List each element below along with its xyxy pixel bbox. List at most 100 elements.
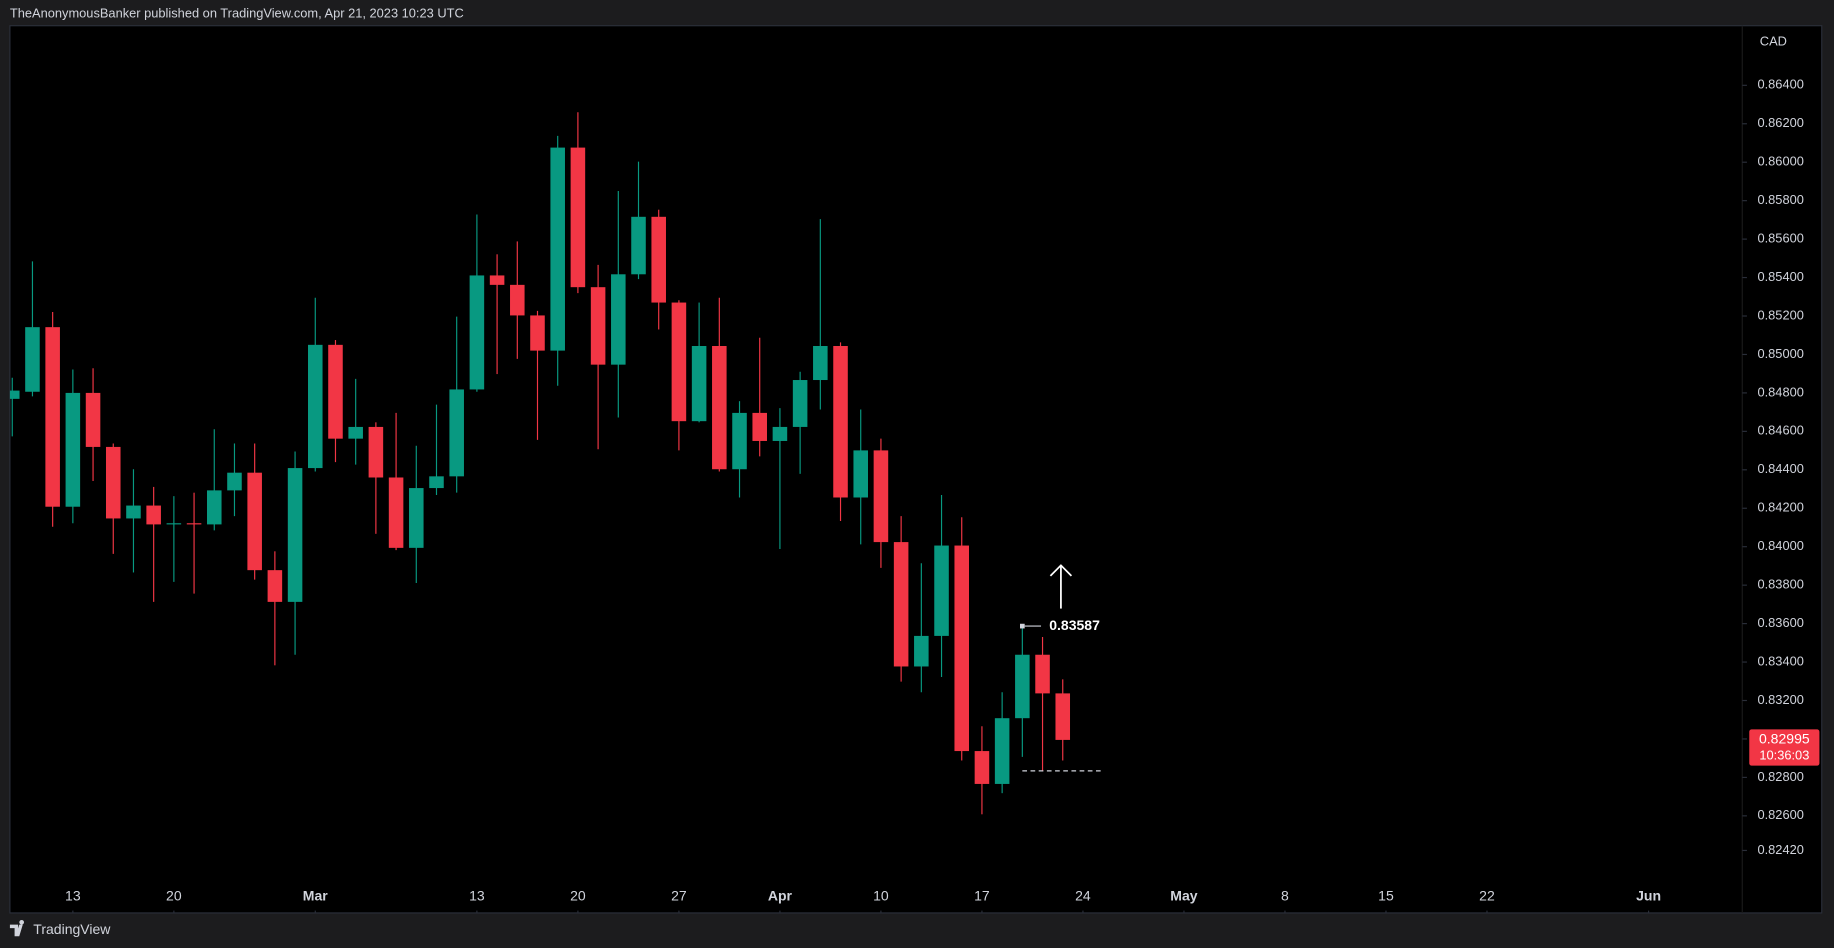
- x-tick-label: 22: [1479, 887, 1495, 903]
- y-tick-label: 0.85600: [1757, 231, 1803, 246]
- candle-body: [914, 635, 929, 667]
- x-tick-label: 13: [469, 887, 485, 903]
- y-tick-label: 0.84200: [1757, 500, 1803, 515]
- y-tick-label: 0.86200: [1757, 115, 1803, 130]
- candle-body: [873, 450, 889, 543]
- candle-body: [651, 216, 666, 303]
- candle-body: [813, 345, 828, 381]
- y-tick-label: 0.84800: [1757, 384, 1803, 399]
- candle-body: [893, 542, 909, 667]
- candle-body: [328, 344, 343, 439]
- candle-body: [65, 392, 81, 507]
- candle-body: [833, 345, 848, 498]
- candle-body: [105, 446, 121, 519]
- candle-body: [348, 426, 363, 439]
- y-tick-label: 0.83200: [1757, 692, 1803, 707]
- y-tick-label: 0.85000: [1757, 346, 1803, 361]
- footer-brand: TradingView: [33, 921, 111, 937]
- last-price-label: 0.82995: [1759, 731, 1810, 747]
- candle-body: [469, 275, 485, 390]
- plot-area: [9, 112, 1102, 815]
- candle-body: [712, 345, 727, 470]
- candle-body: [853, 450, 868, 498]
- last-price-tag: [1749, 729, 1820, 766]
- arrow-head: [1049, 564, 1073, 577]
- footer-logo: [9, 919, 24, 937]
- candle-body: [974, 751, 990, 784]
- candle-body: [85, 392, 101, 447]
- x-tick-label: 27: [671, 887, 687, 903]
- candle-body: [590, 287, 606, 365]
- y-tick-label: 0.86400: [1757, 77, 1803, 92]
- candle-body: [368, 426, 384, 478]
- y-tick-label: 0.84600: [1757, 423, 1803, 438]
- candle-body: [206, 490, 222, 525]
- candle-body: [287, 468, 303, 602]
- candle-body: [570, 147, 586, 288]
- x-tick-label: Apr: [768, 887, 793, 903]
- y-tick-label: 0.82600: [1757, 807, 1803, 822]
- candle-body: [994, 718, 1010, 784]
- y-tick-label: 0.82800: [1757, 769, 1803, 784]
- candle-body: [550, 147, 565, 351]
- chart-pane: [9, 25, 1823, 914]
- y-tick-label: 0.85800: [1757, 192, 1803, 207]
- candle-body: [732, 412, 747, 470]
- candle-body: [429, 476, 444, 489]
- currency-label: CAD: [1760, 33, 1787, 48]
- x-tick-label: 10: [873, 887, 889, 903]
- y-tick-label: 0.83600: [1757, 615, 1803, 630]
- annotation-label: 0.83587: [1049, 617, 1100, 633]
- candle-body: [247, 472, 262, 571]
- candle-body: [308, 344, 323, 469]
- candle-body: [691, 345, 707, 422]
- candle-body: [227, 472, 242, 491]
- candle-body: [489, 275, 505, 285]
- candle-body: [25, 327, 40, 392]
- candle-body: [126, 505, 141, 519]
- candle-body: [752, 412, 767, 441]
- candle-body: [449, 389, 464, 477]
- x-tick-label: Jun: [1636, 887, 1661, 903]
- y-tick-label: 0.83400: [1757, 653, 1803, 668]
- x-tick-label: 13: [65, 887, 81, 903]
- candle-body: [388, 477, 404, 548]
- candle-body: [45, 327, 60, 507]
- y-tick-label: 0.83800: [1757, 577, 1803, 592]
- candle-body: [671, 302, 687, 422]
- x-tick-label: 24: [1075, 887, 1091, 903]
- candle-body: [792, 380, 808, 427]
- x-tick-label: May: [1170, 887, 1197, 903]
- header: TheAnonymousBanker published on TradingV…: [10, 5, 464, 20]
- x-tick-label: 20: [166, 887, 182, 903]
- candle-body: [1035, 654, 1050, 694]
- candle-body: [510, 284, 525, 316]
- y-tick-label: 0.84400: [1757, 461, 1803, 476]
- x-tick-label: 20: [570, 887, 586, 903]
- candle-body: [409, 488, 424, 548]
- annotation-marker: [1020, 623, 1025, 629]
- y-tick-label: 0.85400: [1757, 269, 1803, 284]
- candle-body: [1055, 693, 1071, 740]
- candle-body: [166, 523, 182, 525]
- x-tick-label: 17: [974, 887, 990, 903]
- candle-body: [186, 523, 202, 525]
- candle-body: [146, 505, 161, 525]
- countdown-label: 10:36:03: [1759, 748, 1809, 763]
- x-tick-label: 15: [1378, 887, 1394, 903]
- y-tick-label: 0.82420: [1757, 842, 1803, 857]
- candle-body: [267, 570, 283, 602]
- y-tick-label: 0.86000: [1757, 154, 1803, 169]
- candle-body: [1015, 654, 1030, 719]
- y-tick-label: 0.84000: [1757, 538, 1803, 553]
- candle-body: [9, 390, 20, 399]
- candle-body: [631, 216, 646, 275]
- x-tick-label: 8: [1281, 887, 1289, 903]
- candle-body: [530, 315, 545, 351]
- candle-body: [772, 426, 788, 441]
- x-tick-label: Mar: [303, 887, 328, 903]
- candle-body: [934, 545, 949, 636]
- candle-body: [954, 545, 970, 752]
- candle-body: [611, 274, 626, 365]
